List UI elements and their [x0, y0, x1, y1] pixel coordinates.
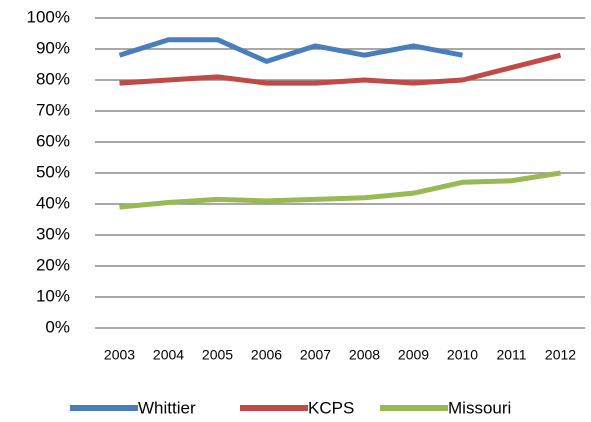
x-tick-label: 2009	[398, 347, 429, 363]
y-tick-label: 0%	[45, 317, 70, 336]
x-tick-label: 2012	[545, 347, 576, 363]
y-tick-label: 60%	[36, 131, 70, 150]
y-tick-label: 90%	[36, 38, 70, 57]
y-tick-label: 100%	[27, 7, 70, 26]
legend-label: Whittier	[138, 398, 196, 417]
x-tick-label: 2005	[202, 347, 233, 363]
x-tick-label: 2010	[447, 347, 478, 363]
x-tick-label: 2003	[104, 347, 135, 363]
legend-label: KCPS	[308, 398, 354, 417]
x-tick-label: 2006	[251, 347, 282, 363]
y-tick-label: 50%	[36, 162, 70, 181]
series-line	[118, 37, 463, 64]
series-line	[119, 170, 561, 210]
y-tick-label: 70%	[36, 100, 70, 119]
x-tick-label: 2011	[496, 347, 526, 363]
x-tick-label: 2007	[300, 347, 331, 363]
series-line	[119, 52, 562, 86]
y-tick-label: 30%	[36, 224, 70, 243]
y-tick-label: 40%	[36, 193, 70, 212]
y-tick-label: 10%	[36, 286, 70, 305]
y-tick-label: 80%	[36, 69, 70, 88]
legend-label: Missouri	[448, 398, 511, 417]
x-tick-label: 2008	[349, 347, 380, 363]
y-tick-label: 20%	[36, 255, 70, 274]
x-tick-label: 2004	[153, 347, 184, 363]
